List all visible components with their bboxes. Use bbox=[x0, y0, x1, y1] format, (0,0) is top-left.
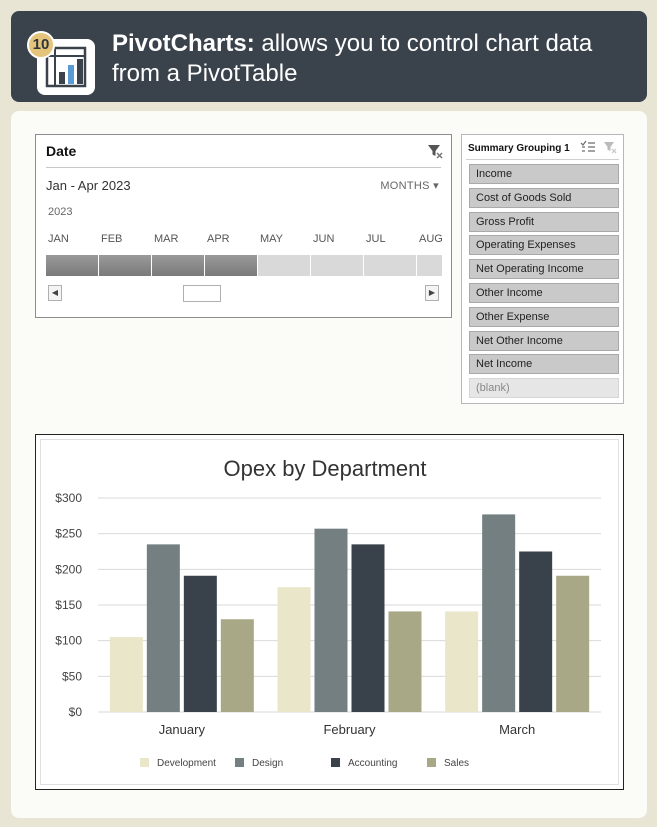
slicer-divider bbox=[466, 159, 619, 160]
timeline-month-segment[interactable] bbox=[205, 255, 258, 276]
slicer-item[interactable]: Other Expense bbox=[469, 306, 619, 327]
slicer-item[interactable]: Other Income bbox=[469, 282, 619, 303]
timeline-slicer[interactable]: Date Jan - Apr 2023 MONTHS ▾ 2023 JAN FEB… bbox=[35, 134, 452, 318]
timeline-month-segment[interactable] bbox=[417, 255, 442, 276]
legend-swatch bbox=[427, 758, 436, 767]
timeline-month-label: JUN bbox=[313, 233, 335, 245]
timeline-divider bbox=[46, 167, 441, 168]
header-banner: 10 PivotCharts: allows you to control ch… bbox=[11, 11, 647, 102]
timeline-month-segment[interactable] bbox=[311, 255, 364, 276]
bar-accounting bbox=[183, 575, 217, 712]
chart-svg: Opex by Department $0 $50 $100 $150 $200 $250 $… bbox=[55, 456, 601, 769]
bar-accounting bbox=[351, 544, 385, 712]
slicer-title: Summary Grouping 1 bbox=[468, 143, 570, 154]
bar-design bbox=[482, 514, 516, 712]
timeline-title: Date bbox=[46, 143, 77, 159]
opex-chart: Opex by Department $0 $50 $100 $150 $200 $250 $… bbox=[35, 434, 624, 790]
timeline-month-segment[interactable] bbox=[364, 255, 417, 276]
legend-swatch bbox=[140, 758, 149, 767]
multi-select-icon[interactable] bbox=[580, 140, 596, 159]
chevron-down-icon: ▾ bbox=[433, 180, 439, 192]
legend-label: Design bbox=[252, 758, 283, 769]
timeline-level-dropdown[interactable]: MONTHS ▾ bbox=[380, 179, 439, 192]
x-tick-label: March bbox=[499, 722, 535, 737]
timeline-month-segment[interactable] bbox=[46, 255, 99, 276]
bar-design bbox=[314, 528, 348, 712]
timeline-month-segment[interactable] bbox=[99, 255, 152, 276]
legend-swatch bbox=[331, 758, 340, 767]
slicer-item[interactable]: Income bbox=[469, 164, 619, 184]
scroll-right-icon[interactable]: ▶ bbox=[425, 285, 439, 301]
timeline-month-segment[interactable] bbox=[258, 255, 311, 276]
timeline-month-label: MAR bbox=[154, 233, 179, 245]
timeline-month-labels: JAN FEB MAR APR MAY JUN JUL AUG bbox=[46, 233, 442, 247]
timeline-month-label: FEB bbox=[101, 233, 123, 245]
slicer-item[interactable]: Cost of Goods Sold bbox=[469, 187, 619, 208]
timeline-month-label: MAY bbox=[260, 233, 284, 245]
step-badge: 10 bbox=[27, 31, 55, 59]
timeline-month-label: APR bbox=[207, 233, 230, 245]
slicer-item[interactable]: Net Other Income bbox=[469, 330, 619, 351]
y-tick-label: $250 bbox=[55, 527, 82, 541]
slicer-items: Income Cost of Goods Sold Gross Profit Oper… bbox=[469, 164, 619, 402]
x-tick-label: February bbox=[323, 722, 376, 737]
timeline-month-label: JAN bbox=[48, 233, 69, 245]
legend-label: Development bbox=[157, 758, 216, 769]
header-title-bold: PivotCharts: bbox=[112, 30, 255, 57]
slicer-item[interactable]: Net Operating Income bbox=[469, 259, 619, 280]
y-tick-label: $200 bbox=[55, 562, 82, 576]
slicer-item[interactable]: Operating Expenses bbox=[469, 235, 619, 256]
bar-accounting bbox=[519, 551, 553, 712]
header-title-rest: allows you to control chart data from a … bbox=[112, 30, 593, 87]
bar-sales bbox=[388, 611, 422, 712]
legend-swatch bbox=[235, 758, 244, 767]
legend-label: Accounting bbox=[348, 758, 397, 769]
x-tick-label: January bbox=[159, 722, 206, 737]
chart-title: Opex by Department bbox=[224, 456, 427, 481]
y-tick-label: $50 bbox=[62, 669, 82, 683]
bar-sales bbox=[556, 575, 590, 712]
timeline-scroll-thumb[interactable] bbox=[183, 285, 221, 302]
bar-development bbox=[277, 587, 311, 712]
y-tick-label: $150 bbox=[55, 598, 82, 612]
slicer-item[interactable]: (blank) bbox=[469, 378, 619, 399]
bar-sales bbox=[220, 619, 254, 712]
timeline-month-label: JUL bbox=[366, 233, 386, 245]
clear-filter-icon[interactable] bbox=[427, 143, 443, 164]
y-tick-label: $300 bbox=[55, 491, 82, 505]
y-tick-label: $0 bbox=[69, 705, 83, 719]
legend-label: Sales bbox=[444, 758, 469, 769]
timeline-year-label: 2023 bbox=[48, 206, 73, 218]
slicer-item[interactable]: Gross Profit bbox=[469, 211, 619, 232]
header-title: PivotCharts: allows you to control chart… bbox=[112, 29, 632, 89]
y-tick-label: $100 bbox=[55, 634, 82, 648]
timeline-month-segment[interactable] bbox=[152, 255, 205, 276]
timeline-bar[interactable] bbox=[46, 255, 442, 276]
slicer-item[interactable]: Net Income bbox=[469, 354, 619, 375]
bar-development bbox=[109, 637, 143, 712]
clear-filter-icon[interactable] bbox=[603, 140, 617, 159]
timeline-range-label: Jan - Apr 2023 bbox=[46, 178, 131, 193]
summary-grouping-slicer: Summary Grouping 1 Income Cost of Goods S… bbox=[461, 134, 624, 404]
timeline-month-label: AUG bbox=[419, 233, 442, 245]
bar-development bbox=[445, 611, 479, 712]
scroll-left-icon[interactable]: ◀ bbox=[48, 285, 62, 301]
bar-design bbox=[146, 544, 180, 712]
timeline-level-label: MONTHS bbox=[380, 180, 430, 192]
chart-plot-frame bbox=[40, 439, 619, 785]
